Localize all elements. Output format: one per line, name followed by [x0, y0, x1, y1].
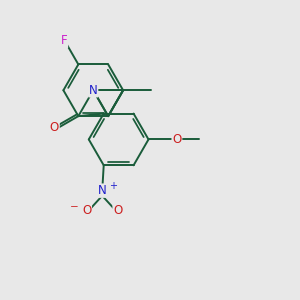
Text: N: N — [98, 184, 106, 197]
Text: −: − — [70, 202, 79, 212]
Text: O: O — [113, 205, 122, 218]
Text: O: O — [82, 205, 91, 218]
Text: N: N — [89, 84, 98, 97]
Text: O: O — [172, 133, 182, 146]
Text: O: O — [50, 121, 59, 134]
Text: F: F — [61, 34, 68, 47]
Text: +: + — [109, 181, 117, 190]
